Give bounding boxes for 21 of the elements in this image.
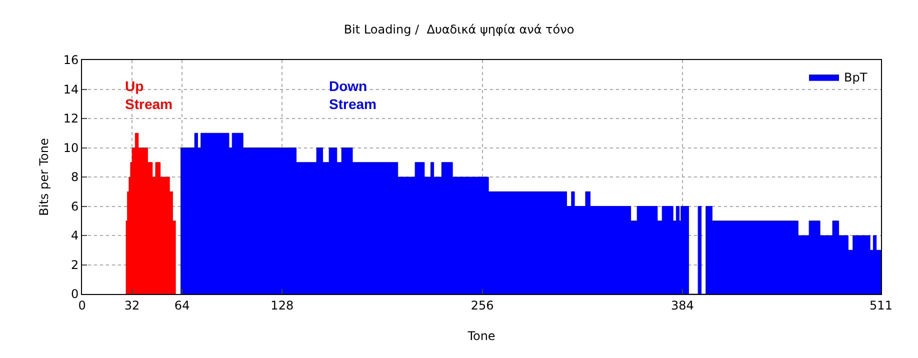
x-tick-label: 128 [270,298,294,312]
annotation: Up Stream [125,78,172,112]
annotation: Down Stream [329,78,376,112]
y-tick-label: 14 [63,82,79,96]
x-tick-label: 256 [470,298,494,312]
y-tick-label: 0 [70,287,79,302]
x-tick-label: 64 [174,298,190,312]
y-tick-label: 4 [70,228,79,243]
x-axis-title: Tone [466,329,496,343]
x-tick-label: 511 [870,298,892,312]
y-tick-label: 2 [70,258,79,272]
y-tick-label: 8 [70,170,79,184]
y-tick-label: 6 [70,199,79,214]
chart-title: Bit Loading / Δυαδικά ψηφία ανά τόνο [344,22,574,36]
legend-label: BpT [844,70,868,85]
y-tick-label: 12 [63,112,79,126]
x-tick-label: 384 [670,298,694,312]
y-axis-title: Bits per Tone [37,138,51,216]
y-tick-label: 16 [63,53,79,68]
y-tick-label: 10 [63,140,79,155]
x-tick-label: 32 [124,298,140,312]
